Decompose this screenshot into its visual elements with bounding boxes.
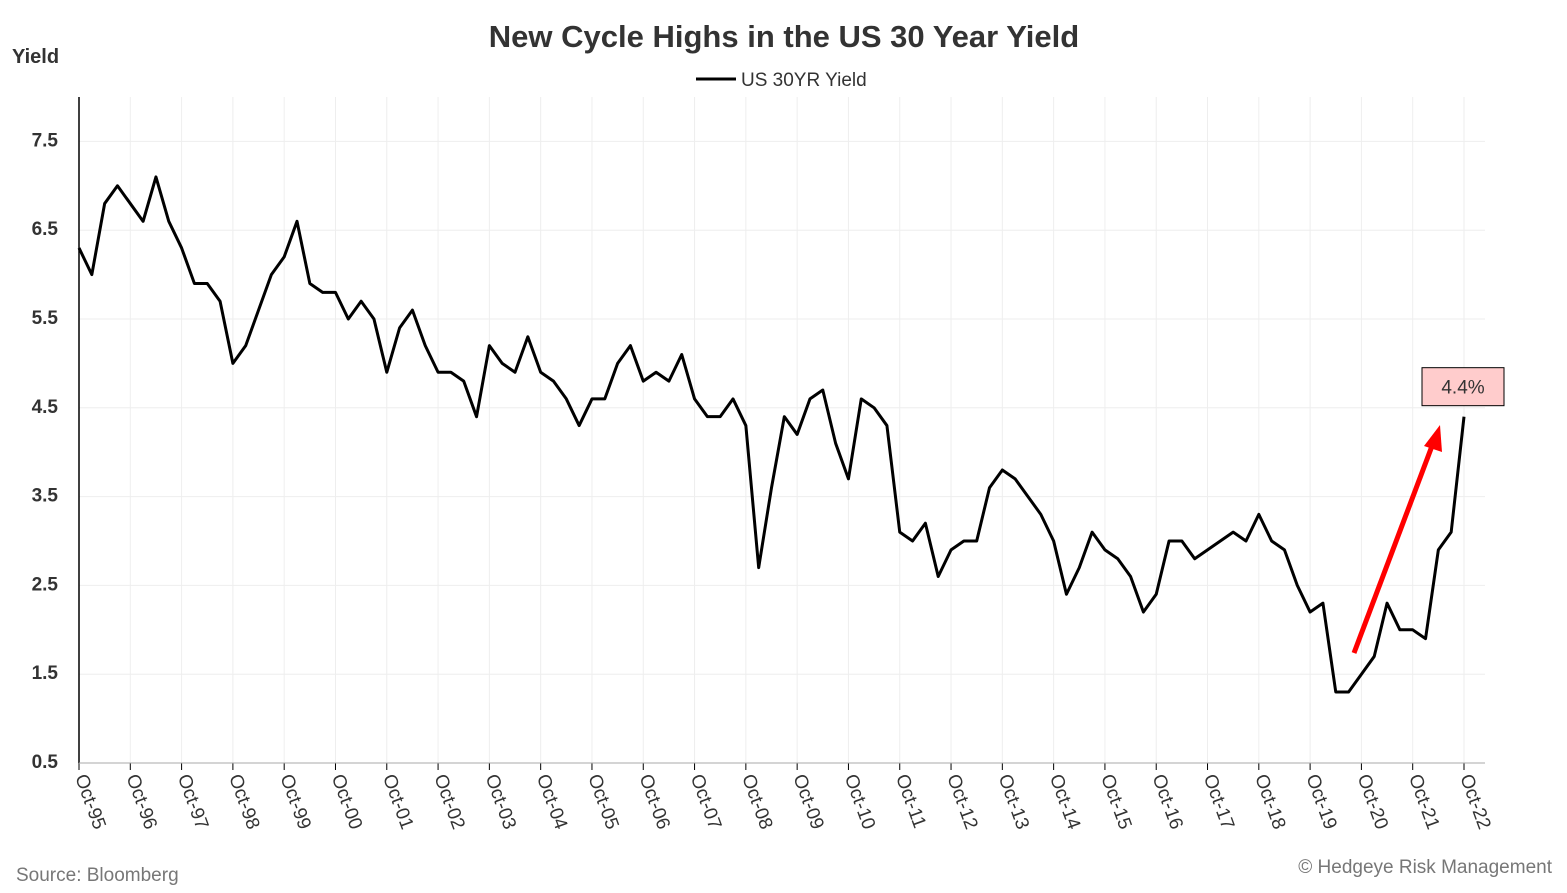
x-tick-label: Oct-22 xyxy=(1455,772,1494,833)
y-tick-label: 5.5 xyxy=(32,308,59,329)
y-tick-label: 7.5 xyxy=(32,130,59,151)
annotation-box xyxy=(1421,367,1505,407)
x-tick-label: Oct-19 xyxy=(1301,772,1340,833)
y-axis-label: Yield xyxy=(12,46,59,68)
x-tick-label: Oct-07 xyxy=(686,772,725,833)
x-tick-label: Oct-95 xyxy=(70,772,109,833)
x-tick-label: Oct-15 xyxy=(1096,772,1135,833)
source: Source: Bloomberg xyxy=(16,865,179,886)
x-tick-label: Oct-16 xyxy=(1148,772,1187,833)
x-tick-label: Oct-97 xyxy=(173,772,212,833)
series-line xyxy=(77,175,1466,694)
x-tick-label: Oct-05 xyxy=(583,772,622,833)
x-tick-label: Oct-99 xyxy=(275,772,314,833)
x-tick-label: Oct-01 xyxy=(378,772,417,833)
arrow-head xyxy=(1424,425,1442,452)
x-tick-label: Oct-02 xyxy=(429,772,468,833)
y-tick-label: 3.5 xyxy=(32,486,59,507)
annotation-label: 4.4% xyxy=(1441,378,1484,399)
x-tick-label: Oct-08 xyxy=(737,772,776,833)
x-tick-label: Oct-00 xyxy=(327,772,366,833)
credit: © Hedgeye Risk Management xyxy=(1298,857,1552,878)
y-tick-label: 6.5 xyxy=(32,219,59,240)
y-tick-label: 4.5 xyxy=(32,397,59,418)
x-tick-label: Oct-10 xyxy=(840,772,879,833)
x-tick-label: Oct-96 xyxy=(122,772,161,833)
legend-label: US 30YR Yield xyxy=(741,70,867,91)
x-tick-label: Oct-04 xyxy=(532,772,571,833)
x-tick-label: Oct-09 xyxy=(788,772,827,833)
plot: 0.5 1.5 2.5 3.5 4.5 5.5 6.5 7.5 Oct-95 Oct-96 Oct-… xyxy=(32,97,1495,833)
x-tick-label: Oct-21 xyxy=(1404,772,1443,833)
chart-title: New Cycle Highs in the US 30 Year Yield xyxy=(489,19,1079,54)
y-tick-label: 2.5 xyxy=(32,574,59,595)
y-tick-label: 1.5 xyxy=(32,663,59,684)
x-tick-label: Oct-98 xyxy=(224,772,263,833)
x-tick-label: Oct-06 xyxy=(635,772,674,833)
x-tick-label: Oct-20 xyxy=(1353,772,1392,833)
y-tick-label: 0.5 xyxy=(32,752,59,773)
x-tick-label: Oct-03 xyxy=(481,772,520,833)
x-tick-label: Oct-11 xyxy=(891,772,930,831)
x-tick-label: Oct-14 xyxy=(1045,772,1084,833)
x-tick-label: Oct-13 xyxy=(994,772,1033,833)
x-tick-label: Oct-17 xyxy=(1199,772,1238,833)
x-tick-label: Oct-12 xyxy=(942,772,981,833)
x-tick-label: Oct-18 xyxy=(1250,772,1289,833)
arrow xyxy=(1351,445,1435,654)
